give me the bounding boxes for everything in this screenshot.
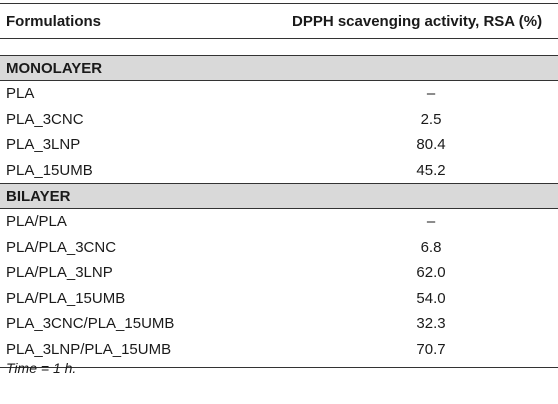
table-row: PLA/PLA_15UMB 54.0 <box>0 286 558 312</box>
formulation-cell: PLA/PLA <box>6 213 67 231</box>
table-row: PLA_15UMB 45.2 <box>0 158 558 184</box>
value-cell: 80.4 <box>416 136 446 154</box>
table-bottom-rule <box>0 367 558 368</box>
table-row: PLA/PLA – <box>0 209 558 235</box>
formulation-cell: PLA/PLA_3LNP <box>6 264 113 282</box>
data-table: Formulations DPPH scavenging activity, R… <box>0 3 558 368</box>
table-row: PLA/PLA_3CNC 6.8 <box>0 235 558 261</box>
table-row: PLA/PLA_3LNP 62.0 <box>0 260 558 286</box>
formulation-cell: PLA_3CNC/PLA_15UMB <box>6 315 175 333</box>
table-row: PLA – <box>0 81 558 107</box>
section-header-monolayer: MONOLAYER <box>0 55 558 81</box>
value-cell: 6.8 <box>420 238 442 256</box>
section-title: BILAYER <box>6 187 71 205</box>
header-formulations: Formulations <box>6 12 102 30</box>
formulation-cell: PLA/PLA_3CNC <box>6 238 117 256</box>
value-cell: – <box>426 85 436 103</box>
value-cell: 2.5 <box>420 110 442 128</box>
table-row: PLA_3CNC 2.5 <box>0 107 558 133</box>
value-cell: 32.3 <box>416 315 446 333</box>
section-header-bilayer: BILAYER <box>0 183 558 209</box>
formulation-cell: PLA <box>6 85 35 103</box>
table-row: PLA_3CNC/PLA_15UMB 32.3 <box>0 311 558 337</box>
formulation-cell: PLA_3LNP <box>6 136 81 154</box>
formulation-cell: PLA_3LNP/PLA_15UMB <box>6 340 172 358</box>
table-row: PLA_3LNP 80.4 <box>0 132 558 158</box>
header-dpph-activity: DPPH scavenging activity, RSA (%) <box>292 12 543 30</box>
value-cell: 70.7 <box>416 340 446 358</box>
value-cell: 54.0 <box>416 289 446 307</box>
value-cell: 62.0 <box>416 264 446 282</box>
value-cell: – <box>426 213 436 231</box>
formulation-cell: PLA_3CNC <box>6 110 84 128</box>
table-footnote: Time = 1 h. <box>6 360 77 376</box>
table-row: PLA_3LNP/PLA_15UMB 70.7 <box>0 337 558 363</box>
value-cell: 45.2 <box>416 161 446 179</box>
formulation-cell: PLA/PLA_15UMB <box>6 289 126 307</box>
table-header-row: Formulations DPPH scavenging activity, R… <box>0 3 558 39</box>
formulation-cell: PLA_15UMB <box>6 161 93 179</box>
section-title: MONOLAYER <box>6 59 103 77</box>
